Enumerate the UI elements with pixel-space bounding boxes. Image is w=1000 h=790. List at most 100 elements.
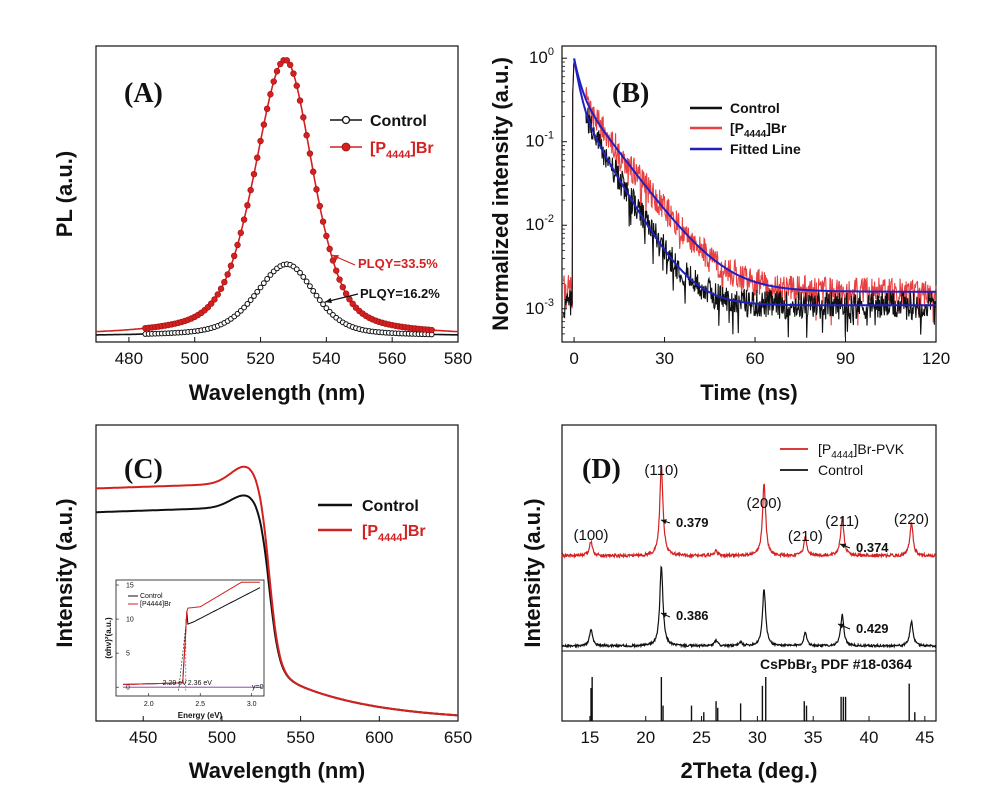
panel-a-p4444br-point [316,202,323,210]
panel-c-label: (C) [124,454,163,485]
panel-d-fwhm-annotations: 0.379 0.374 0.386 0.429 [660,515,889,636]
panel-b-legend-control: Control [730,100,780,116]
panel-c-inset-x-tick-label: 2.0 [144,701,154,708]
panel-c-x-ticks: 450 500 550 600 650 [129,716,472,747]
panel-a-x-tick-label: 500 [181,349,209,368]
panel-b-legend-p4444br: [P4444]Br [730,120,787,140]
panel-d-fwhm-label: 0.374 [856,540,889,555]
panel-a-p4444br-point [247,186,254,194]
panel-c-inset-band-gap-p4444br: 2.36 eV [188,680,212,687]
panel-d-label: (D) [582,454,621,485]
panel-d-fwhm-label: 0.429 [856,621,889,636]
panel-d-miller-indices: (100) (110) (200) (210)(211) (220) [574,462,929,545]
panel-a-p4444br-point [319,218,327,225]
panel-a-p4444br-point [306,150,314,157]
panel-a-p4444br-point [273,68,281,75]
panel-a-p4444br-point [254,154,261,161]
panel-c: (C) 450 500 550 600 650 Wavelength (nm) Inte… [52,424,472,783]
panel-a-y-axis-label: PL (a.u.) [52,151,77,237]
panel-a-p4444br-point [237,229,245,237]
panel-d-fwhm-label: 0.386 [676,608,709,623]
panel-a-legend-p4444br: [P4444]Br [370,140,434,161]
panel-c-x-tick-label: 600 [365,728,393,747]
panel-d-x-axis-label: 2Theta (deg.) [681,758,818,783]
panel-a-control-point [237,307,244,314]
panel-c-x-tick-label: 650 [444,728,472,747]
panel-a-control-point [313,292,320,299]
panel-a-control-point [260,280,267,287]
panel-d-control-line [561,565,937,649]
panel-d-reference-lines [590,677,916,721]
panel-b-x-ticks: 0 30 60 90 120 [569,337,950,368]
panel-a-p4444br-point [263,105,271,112]
panel-a-legend: Control [P4444]Br [330,113,434,161]
panel-b-label: (B) [612,78,649,109]
panel-a-annotation-arrowhead [332,255,339,261]
panel-a-control-point [303,278,310,285]
panel-b-x-axis-label: Time (ns) [700,380,797,405]
panel-d-x-tick-label: 40 [860,728,879,747]
panel-a-p4444br-point [250,170,258,178]
panel-a-control-point [251,293,257,299]
panel-b-p4444br-line [562,59,937,326]
panel-b-fitted-line-p4444br [573,58,936,293]
panel-b-x-tick-label: 120 [922,349,950,368]
panel-c-curves [96,465,459,717]
panel-c-x-tick-label: 550 [286,728,314,747]
panel-b-legend-fitted: Fitted Line [730,141,801,157]
panel-d: (D) 15 20 25 30 35 40 45 (100)(110)(200)(210)(… [520,424,937,783]
panel-a-p4444br-point [257,137,264,145]
panel-a-p4444br-point [234,241,241,249]
panel-a: (A) 480 500 520 540 560 580 Wavelength (nm) P… [52,45,472,405]
panel-a-legend-control: Control [370,113,427,130]
panel-c-inset-legend-control: Control [140,593,163,600]
panel-a-p4444br-point [296,97,304,104]
panel-a-p4444br-point [326,245,333,253]
panel-a-control-point [244,301,251,307]
panel-a-p4444br-point [207,300,215,307]
panel-a-p4444br-point [260,121,268,128]
panel-a-p4444br-point [224,271,231,278]
panel-d-x-tick-label: 15 [580,728,599,747]
panel-a-p4444br-point [329,257,337,264]
panel-a-p4444br-point [323,232,330,240]
panel-a-p4444br-point [336,276,343,283]
panel-a-control-point [316,297,323,303]
panel-a-p4444br-point [221,278,228,286]
panel-a-label: (A) [124,78,163,109]
panel-c-inset-legend-p4444br: [P4444]Br [140,601,172,608]
panel-a-plqy-p4444br: PLQY=33.5% [358,256,438,271]
panel-b-fitted-line-control [573,58,936,307]
panel-d-x-tick-label: 35 [804,728,823,747]
panel-a-p4444br-point [217,285,225,292]
panel-c-p4444br-line [96,465,459,717]
panel-a-control-point [247,297,254,303]
panel-a-p4444br-point [286,61,294,69]
panel-d-miller-index: (210) [788,528,823,545]
panel-a-x-tick-label: 540 [312,349,340,368]
panel-d-miller-index: (220) [894,511,929,528]
panel-d-x-ticks: 15 20 25 30 35 40 45 [580,716,934,747]
panel-d-x-tick-label: 45 [915,728,934,747]
panel-a-control-point [293,266,300,273]
panel-a-p4444br-point [300,114,307,121]
panel-a-annotations: PLQY=33.5% PLQY=16.2% [324,254,440,304]
panel-b-x-tick-label: 90 [836,349,855,368]
panel-a-p4444br-point [214,291,221,298]
panel-c-inset: 2.0 2.5 3.0 0 5 10 15 y=0 2.29 eV 2.36 eV Control[… [104,579,265,720]
panel-a-control-point [254,288,261,295]
panel-c-y-axis-label: Intensity (a.u.) [52,498,77,647]
panel-d-miller-index: (100) [574,527,609,544]
panel-c-inset-p4444br-line [122,581,260,685]
panel-b-x-tick-label: 0 [569,349,578,368]
panel-c-inset-y-tick-label: 0 [126,685,130,692]
panel-b-x-tick-label: 30 [655,349,674,368]
panel-d-fwhm-arrowhead [661,519,667,525]
panel-c-inset-x-tick-label: 3.0 [247,701,257,708]
panel-c-inset-y-label: (αhν)²(a.u.) [104,617,113,659]
panel-a-control-point [310,288,317,294]
panel-c-legend-p4444br: [P4444]Br [362,523,426,544]
panel-d-plot-frame [561,424,937,722]
panel-a-control-point [320,301,326,308]
